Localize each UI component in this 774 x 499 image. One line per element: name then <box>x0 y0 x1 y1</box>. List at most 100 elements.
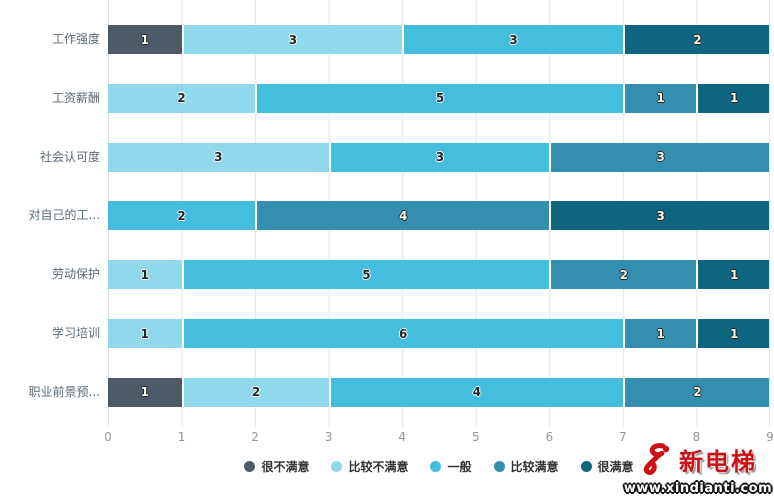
bar-segment[interactable]: 2 <box>108 201 256 231</box>
bar-value-label: 2 <box>177 91 186 106</box>
category-label: 劳动保护 <box>51 267 100 282</box>
watermark-top: 新电梯 <box>639 443 757 481</box>
x-axis: 0 1 2 3 4 5 6 7 8 9 <box>104 430 774 446</box>
bar-segment[interactable]: 1 <box>108 377 182 407</box>
category-label: 工作强度 <box>51 32 100 46</box>
legend-dot-icon <box>580 461 592 472</box>
category-label: 对自己的工... <box>28 208 100 223</box>
bar-value-label: 2 <box>693 32 702 47</box>
bar-segment[interactable]: 5 <box>255 83 623 113</box>
legend-item[interactable]: 一般 <box>430 458 472 475</box>
bar-value-label: 3 <box>509 32 518 47</box>
bar-segment[interactable]: 1 <box>622 83 697 113</box>
bar-value-label: 3 <box>656 150 665 165</box>
category-label: 职业前景预... <box>28 384 100 399</box>
bar-segment[interactable]: 3 <box>181 25 403 54</box>
legend-label: 一般 <box>447 460 472 474</box>
bar-segment[interactable]: 2 <box>549 260 697 290</box>
x-axis-tick: 5 <box>471 430 480 444</box>
bar-value-label: 6 <box>399 326 408 341</box>
watermark: 新电梯 www.xindianti.com <box>624 443 772 497</box>
legend-item[interactable]: 很满意 <box>580 458 634 475</box>
bar-segment[interactable]: 6 <box>181 319 623 348</box>
bar-value-label: 1 <box>656 326 665 341</box>
bar-row: 1 3 3 2 <box>108 25 770 54</box>
bar-value-label: 1 <box>730 91 739 106</box>
legend-label: 比较不满意 <box>348 460 409 474</box>
category-label: 学习培训 <box>51 326 100 340</box>
legend-dot-icon <box>493 461 505 472</box>
watermark-brand: 新电梯 <box>679 448 757 477</box>
bar-value-label: 2 <box>251 385 261 400</box>
bar-segment[interactable]: 4 <box>255 201 550 231</box>
bar-value-label: 1 <box>140 32 149 47</box>
bar-row: 1 2 4 2 <box>108 377 770 407</box>
bar-segment[interactable]: 5 <box>181 260 550 290</box>
legend-label: 比较满意 <box>510 460 559 474</box>
x-axis-tick: 9 <box>766 430 774 444</box>
x-axis-tick: 7 <box>619 430 627 444</box>
bar-segment[interactable]: 3 <box>328 142 550 172</box>
bar-value-label: 1 <box>140 385 149 400</box>
bar-segment[interactable]: 4 <box>328 377 623 407</box>
bar-segment[interactable]: 2 <box>622 25 770 54</box>
bar-row: 2 4 3 <box>108 201 770 231</box>
bar-segment[interactable]: 1 <box>108 260 182 290</box>
category-axis: 工作强度工资薪酬社会认可度对自己的工... 劳动保护学习培训职业前景预... <box>0 0 100 427</box>
legend-label: 很满意 <box>597 460 634 474</box>
x-axis-tick: 4 <box>398 430 407 444</box>
bar-value-label: 2 <box>177 208 186 223</box>
bar-segment[interactable]: 3 <box>549 201 770 231</box>
bar-value-label: 2 <box>693 385 702 400</box>
legend-dot-icon <box>331 461 343 472</box>
x-axis-tick: 6 <box>545 430 554 444</box>
bar-value-label: 1 <box>140 267 149 282</box>
bar-value-label: 4 <box>399 208 408 223</box>
bar-row: 2 5 1 1 <box>108 83 770 113</box>
bar-segment[interactable]: 3 <box>108 142 329 172</box>
watermark-url: www.xindianti.com <box>623 481 773 497</box>
bar-segment[interactable]: 2 <box>108 83 256 113</box>
bar-value-label: 1 <box>730 267 739 282</box>
bar-segment[interactable]: 1 <box>696 260 770 290</box>
xindianti-logo-icon <box>639 443 675 481</box>
bar-segment[interactable]: 1 <box>108 25 182 54</box>
legend-item[interactable]: 很不满意 <box>244 458 309 475</box>
bar-value-label: 5 <box>362 267 371 282</box>
bar-segment[interactable]: 1 <box>622 319 697 348</box>
bar-value-label: 1 <box>656 91 665 106</box>
bar-value-label: 3 <box>435 150 445 165</box>
bar-value-label: 3 <box>214 150 223 165</box>
bar-segment[interactable]: 3 <box>402 25 623 54</box>
legend: 很不满意 比较不满意 一般 比较满意 很满意 <box>108 458 770 475</box>
category-label: 社会认可度 <box>39 149 100 164</box>
bar-segment[interactable]: 1 <box>696 83 770 113</box>
x-axis-tick: 0 <box>104 430 112 444</box>
legend-item[interactable]: 比较满意 <box>493 458 559 475</box>
legend-dot-icon <box>430 461 442 472</box>
bar-value-label: 3 <box>288 32 298 47</box>
bar-segment[interactable]: 1 <box>108 319 182 348</box>
legend-item[interactable]: 比较不满意 <box>331 458 408 475</box>
legend-dot-icon <box>244 461 256 472</box>
bar-value-label: 4 <box>472 385 481 400</box>
bar-value-label: 2 <box>619 267 629 282</box>
bar-segment[interactable]: 1 <box>696 319 770 348</box>
x-axis-tick: 1 <box>177 430 186 444</box>
bar-segment[interactable]: 2 <box>181 377 329 407</box>
bar-value-label: 5 <box>435 91 445 106</box>
x-axis-tick: 8 <box>692 430 701 444</box>
bar-segment[interactable]: 2 <box>622 377 770 407</box>
bar-value-label: 1 <box>140 326 149 341</box>
x-axis-tick: 2 <box>251 430 259 444</box>
bar-segment[interactable]: 3 <box>549 142 770 172</box>
category-label: 工资薪酬 <box>51 90 100 105</box>
legend-label: 很不满意 <box>261 460 310 474</box>
x-axis-tick: 3 <box>324 430 333 444</box>
bar-value-label: 1 <box>730 326 739 341</box>
bar-value-label: 3 <box>656 208 665 223</box>
